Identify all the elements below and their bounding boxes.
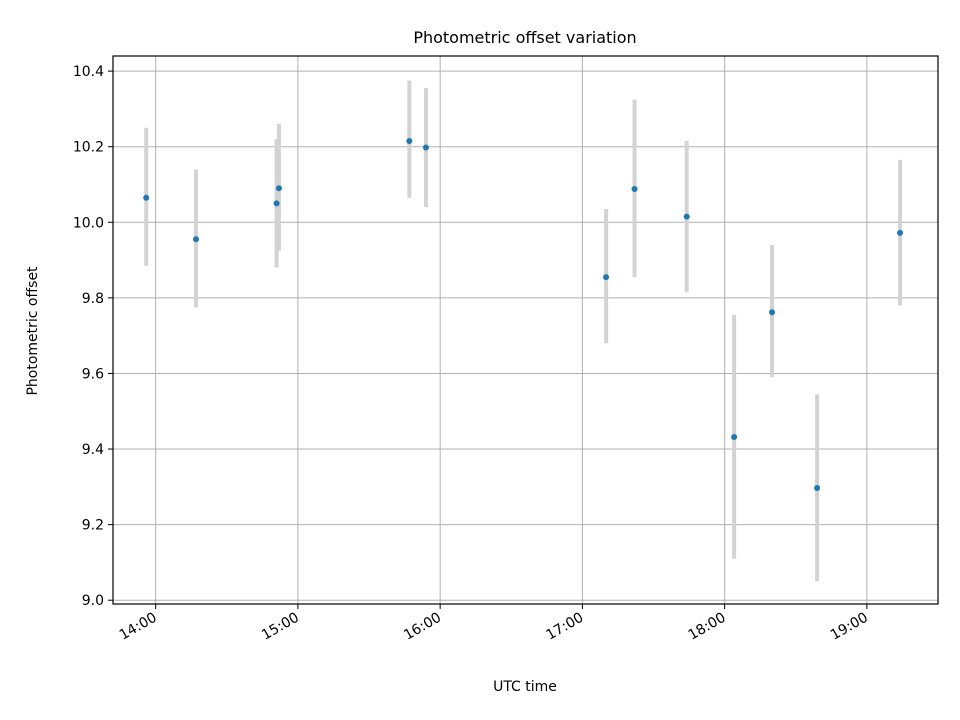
y-tick-label: 10.2 (73, 140, 104, 156)
data-points (143, 138, 904, 491)
chart-title: Photometric offset variation (413, 28, 636, 47)
data-point (683, 213, 690, 220)
data-point (897, 229, 904, 236)
grid (113, 56, 938, 604)
y-tick-label: 9.6 (82, 366, 104, 382)
data-point (273, 200, 280, 207)
data-point (406, 138, 413, 145)
y-tick-label: 9.4 (82, 442, 104, 458)
y-tick-label: 9.2 (82, 518, 104, 534)
plot-frame (112, 55, 939, 605)
y-axis-label: Photometric offset (25, 266, 41, 396)
data-point (192, 236, 199, 243)
x-axis-label: UTC time (493, 679, 557, 695)
y-tick-label: 9.8 (82, 291, 104, 307)
y-tick-label: 10.4 (73, 64, 104, 80)
y-tick-label: 9.0 (82, 593, 104, 609)
data-point (769, 309, 776, 316)
y-axis-ticks: 9.0 9.2 9.4 9.6 9.8 10.0 10.2 10.4 (73, 64, 113, 609)
data-point (731, 433, 738, 440)
data-point (143, 194, 150, 201)
data-point (631, 186, 638, 193)
y-tick-label: 10.0 (73, 215, 104, 231)
data-point (275, 185, 282, 192)
data-point (422, 144, 429, 151)
data-point (603, 274, 610, 281)
data-point (814, 484, 821, 491)
